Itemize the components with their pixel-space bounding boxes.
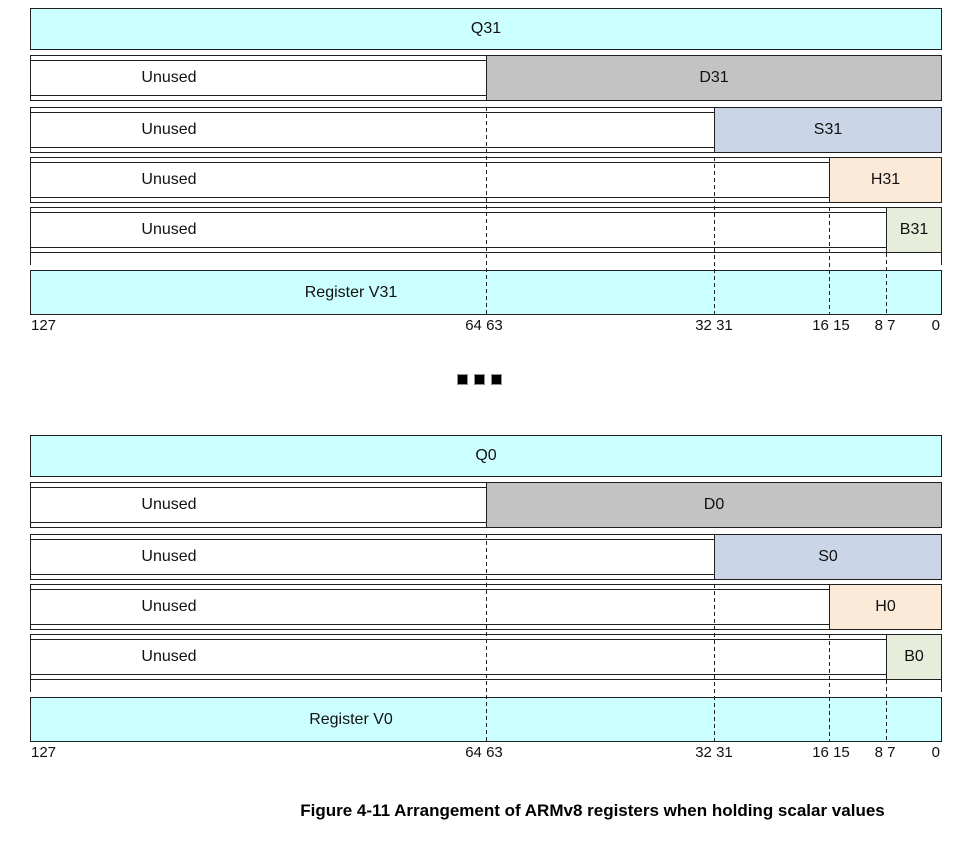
unused-label: Unused xyxy=(141,648,197,665)
unused-cell: Unused xyxy=(30,639,887,675)
left-edge-tick xyxy=(30,253,31,265)
bit-label-64-63: 64 63 xyxy=(465,744,503,761)
v-register-label: Register V31 xyxy=(304,283,398,301)
bit-8-boundary-dashed-line xyxy=(886,253,887,315)
right-edge-tick xyxy=(941,253,942,265)
left-edge-tick xyxy=(30,680,31,692)
unused-cell: Unused xyxy=(30,539,715,575)
b-register-label: B0 xyxy=(904,648,924,665)
ellipsis-dot xyxy=(457,374,468,385)
b-register-box: B31 xyxy=(886,207,942,253)
figure-caption: Figure 4-11 Arrangement of ARMv8 registe… xyxy=(300,801,885,820)
unused-label: Unused xyxy=(141,598,197,615)
bit-label-32-31: 32 31 xyxy=(695,744,733,761)
unused-label: Unused xyxy=(141,221,197,238)
q-register-box: Q0 xyxy=(30,435,942,477)
h-register-row: Unused H31 xyxy=(30,157,942,203)
ellipsis-dot xyxy=(491,374,502,385)
bit-label-16-15: 16 15 xyxy=(812,744,850,761)
q-register-label: Q31 xyxy=(470,20,502,37)
register-group: Q0 Unused D0 Unused S0 Unused xyxy=(30,435,942,765)
q-register-label: Q0 xyxy=(475,447,497,464)
d-register-box: D0 xyxy=(486,482,942,528)
bit-32-boundary-dashed-line xyxy=(714,157,715,315)
s-register-box: S0 xyxy=(714,534,942,580)
bit-32-boundary-dashed-line xyxy=(714,584,715,742)
b-register-box: B0 xyxy=(886,634,942,680)
d-register-label: D31 xyxy=(699,69,729,86)
h-register-box: H31 xyxy=(829,157,942,203)
bit-8-boundary-dashed-line xyxy=(886,680,887,742)
d-register-row: Unused D31 xyxy=(30,55,942,101)
unused-label: Unused xyxy=(141,548,197,565)
bit-label-8-7: 8 7 xyxy=(874,744,896,761)
unused-cell: Unused xyxy=(30,112,715,148)
bit-label-8-7: 8 7 xyxy=(874,317,896,334)
v-register-label: Register V0 xyxy=(309,710,393,728)
h-register-label: H0 xyxy=(875,598,896,615)
bit-ruler: 127 64 63 32 31 16 15 8 7 0 xyxy=(30,744,942,762)
unused-cell: Unused xyxy=(30,162,830,198)
bit-label-16-15: 16 15 xyxy=(812,317,850,334)
ellipsis-separator xyxy=(457,374,502,385)
d-register-box: D31 xyxy=(486,55,942,101)
s-register-label: S0 xyxy=(818,548,838,565)
bit-ruler: 127 64 63 32 31 16 15 8 7 0 xyxy=(30,317,942,335)
s-register-label: S31 xyxy=(813,121,843,138)
bit-64-boundary-dashed-line xyxy=(486,534,487,742)
bit-64-boundary-dashed-line xyxy=(486,107,487,315)
unused-label: Unused xyxy=(141,171,197,188)
d-register-label: D0 xyxy=(703,496,725,513)
bit-label-0: 0 xyxy=(931,744,940,761)
unused-cell: Unused xyxy=(30,212,887,248)
h-register-box: H0 xyxy=(829,584,942,630)
q-register-box: Q31 xyxy=(30,8,942,50)
bit-16-boundary-dashed-line xyxy=(829,634,830,742)
unused-cell: Unused xyxy=(30,487,487,523)
bit-label-0: 0 xyxy=(931,317,940,334)
unused-label: Unused xyxy=(141,496,197,513)
unused-cell: Unused xyxy=(30,60,487,96)
bit-label-127: 127 xyxy=(31,317,57,334)
unused-label: Unused xyxy=(141,121,197,138)
d-register-row: Unused D0 xyxy=(30,482,942,528)
right-edge-tick xyxy=(941,680,942,692)
unused-label: Unused xyxy=(141,69,197,86)
s-register-box: S31 xyxy=(714,107,942,153)
h-register-label: H31 xyxy=(870,171,901,188)
register-group: Q31 Unused D31 Unused S31 Unused xyxy=(30,8,942,338)
ellipsis-dot xyxy=(474,374,485,385)
b-register-label: B31 xyxy=(899,221,929,238)
bit-16-boundary-dashed-line xyxy=(829,207,830,315)
bit-label-127: 127 xyxy=(31,744,57,761)
bit-label-32-31: 32 31 xyxy=(695,317,733,334)
bit-label-64-63: 64 63 xyxy=(465,317,503,334)
unused-cell: Unused xyxy=(30,589,830,625)
